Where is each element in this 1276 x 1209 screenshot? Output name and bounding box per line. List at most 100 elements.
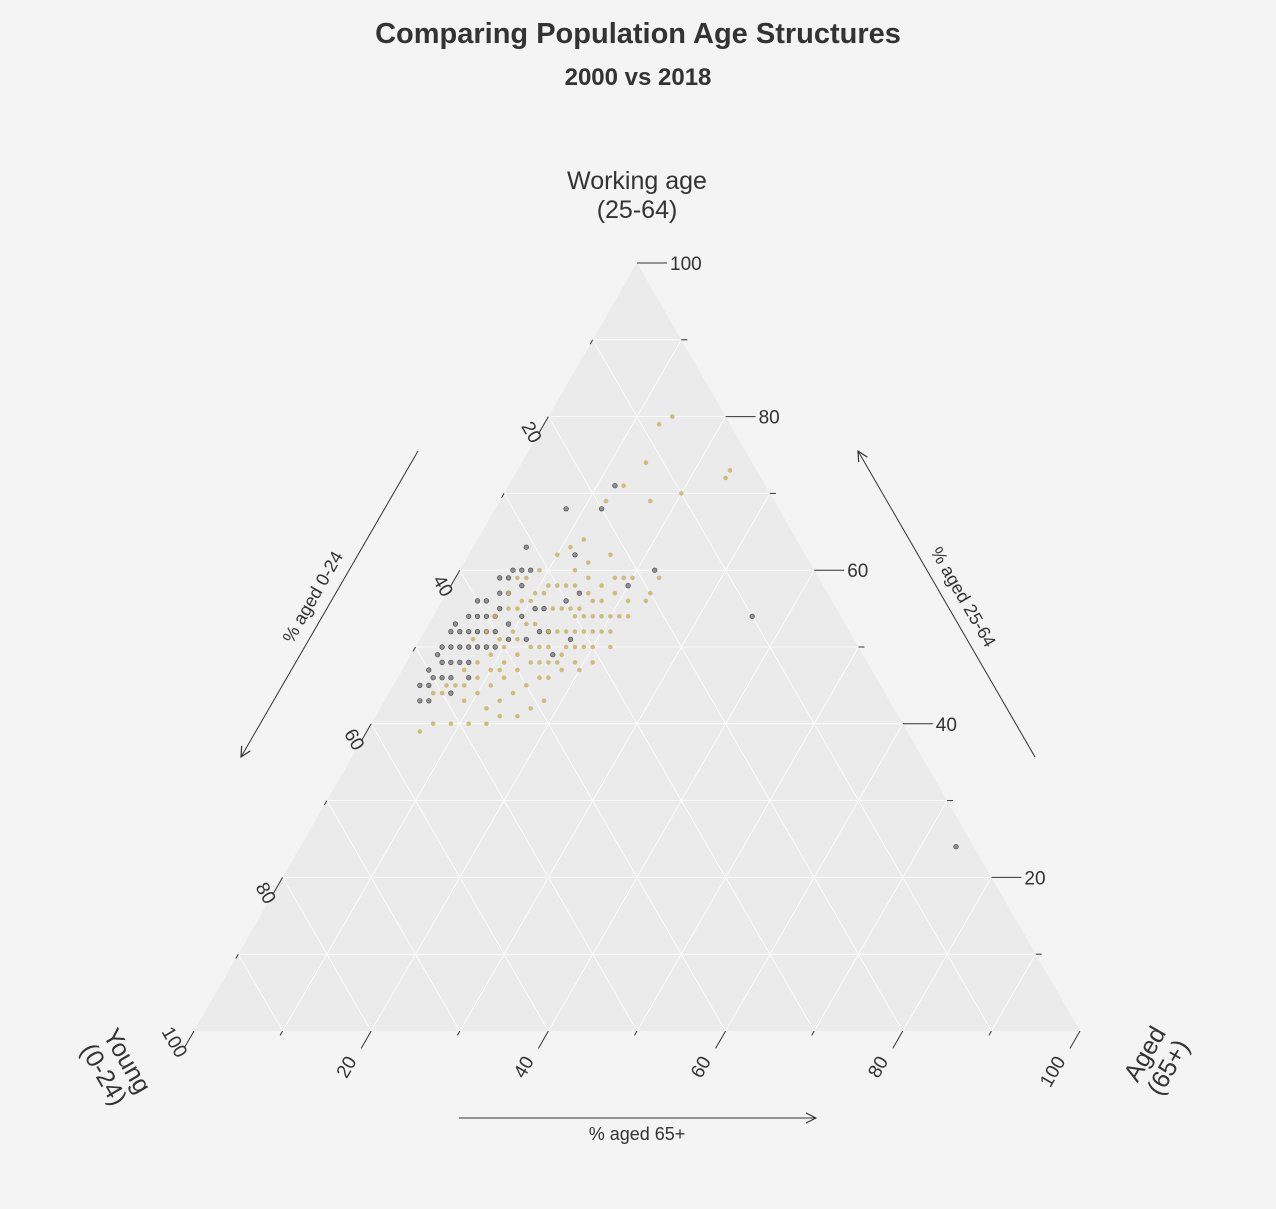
data-point	[563, 644, 569, 650]
data-point	[648, 590, 653, 596]
data-point	[528, 567, 534, 573]
bottom-axis-tick	[279, 1030, 284, 1036]
data-point	[599, 583, 604, 588]
bottom-axis-tick-label: 20	[333, 1053, 362, 1082]
data-point	[648, 498, 653, 504]
data-point	[612, 483, 618, 489]
data-point	[506, 590, 511, 596]
data-point	[497, 575, 503, 581]
data-point	[652, 567, 658, 573]
data-point	[430, 675, 436, 681]
data-point	[555, 660, 560, 665]
grid-line-young	[326, 800, 461, 1032]
bottom-axis-tick	[715, 1030, 727, 1049]
data-point	[572, 583, 578, 588]
bottom-axis-tick-label: 40	[510, 1053, 539, 1082]
data-point	[581, 629, 587, 634]
data-point	[501, 644, 507, 650]
data-point	[608, 644, 613, 650]
data-point	[630, 575, 635, 581]
data-point	[519, 582, 525, 589]
data-point	[461, 683, 467, 688]
data-point	[528, 706, 533, 711]
data-point	[532, 605, 538, 612]
vertex-label-working-age-range: (25-64)	[597, 196, 678, 224]
data-point	[577, 606, 582, 611]
data-point	[519, 567, 525, 573]
data-point	[475, 690, 480, 696]
data-point	[417, 682, 423, 689]
left-axis-tick	[323, 800, 328, 806]
data-point	[448, 675, 454, 681]
data-point	[510, 567, 516, 573]
data-point	[519, 598, 525, 604]
data-point	[448, 690, 454, 696]
data-point	[581, 644, 587, 650]
data-point	[546, 644, 551, 650]
data-point	[510, 690, 516, 696]
data-point	[723, 475, 728, 481]
data-point	[537, 644, 542, 650]
data-point	[524, 621, 529, 627]
data-point	[501, 675, 507, 680]
right-axis-arrow	[858, 451, 1036, 758]
data-point	[505, 636, 512, 642]
data-point	[586, 575, 591, 581]
data-point	[501, 660, 507, 665]
right-axis-title: % aged 25-64	[927, 543, 1000, 650]
left-axis-tick	[589, 339, 594, 345]
data-point	[453, 683, 458, 688]
grid-line-aged	[902, 877, 992, 1032]
data-point	[466, 628, 472, 635]
grid-line-aged	[282, 339, 682, 1032]
data-point	[577, 667, 582, 673]
data-point	[515, 575, 520, 581]
bottom-axis-tick-label: 60	[687, 1053, 716, 1082]
data-point	[470, 637, 476, 642]
bottom-axis-tick	[456, 1030, 461, 1036]
data-point	[524, 575, 529, 581]
data-point	[505, 621, 512, 627]
grid-line-young	[592, 339, 992, 1032]
data-point	[536, 628, 543, 635]
data-point	[506, 606, 511, 611]
grid-line-aged	[459, 493, 771, 1032]
left-axis-tick	[412, 646, 416, 652]
data-point	[612, 575, 618, 581]
chart-title: Comparing Population Age Structures	[375, 18, 901, 50]
data-point	[474, 598, 481, 604]
bottom-axis-tick	[988, 1030, 992, 1036]
data-point	[484, 721, 489, 727]
data-point	[426, 667, 432, 673]
data-point	[679, 491, 684, 496]
data-point	[572, 629, 578, 634]
bottom-axis-tick	[811, 1030, 815, 1036]
data-point	[497, 590, 503, 596]
data-point	[474, 628, 481, 635]
data-point	[546, 583, 551, 588]
bottom-axis-title: % aged 65+	[589, 1124, 686, 1144]
data-point	[559, 667, 564, 673]
right-axis-tick-label: 60	[847, 561, 868, 582]
data-point	[546, 629, 551, 634]
right-axis-tick-label: 100	[670, 254, 702, 275]
data-point	[572, 660, 578, 665]
data-point	[457, 628, 463, 635]
data-point	[474, 644, 481, 650]
data-point	[430, 690, 436, 696]
data-point	[541, 590, 547, 596]
data-point	[621, 483, 626, 489]
data-point	[625, 582, 631, 589]
data-point	[656, 422, 662, 427]
data-point	[537, 675, 542, 680]
data-point	[581, 614, 587, 619]
grid-line-young	[237, 954, 283, 1032]
data-point	[599, 614, 604, 619]
grid-line-aged	[991, 954, 1037, 1032]
left-axis-tick-label: 100	[157, 1024, 191, 1062]
data-point	[466, 613, 472, 619]
data-point	[586, 590, 591, 596]
data-point	[546, 675, 551, 680]
grid-line-young	[415, 646, 638, 1032]
data-point	[550, 652, 556, 658]
